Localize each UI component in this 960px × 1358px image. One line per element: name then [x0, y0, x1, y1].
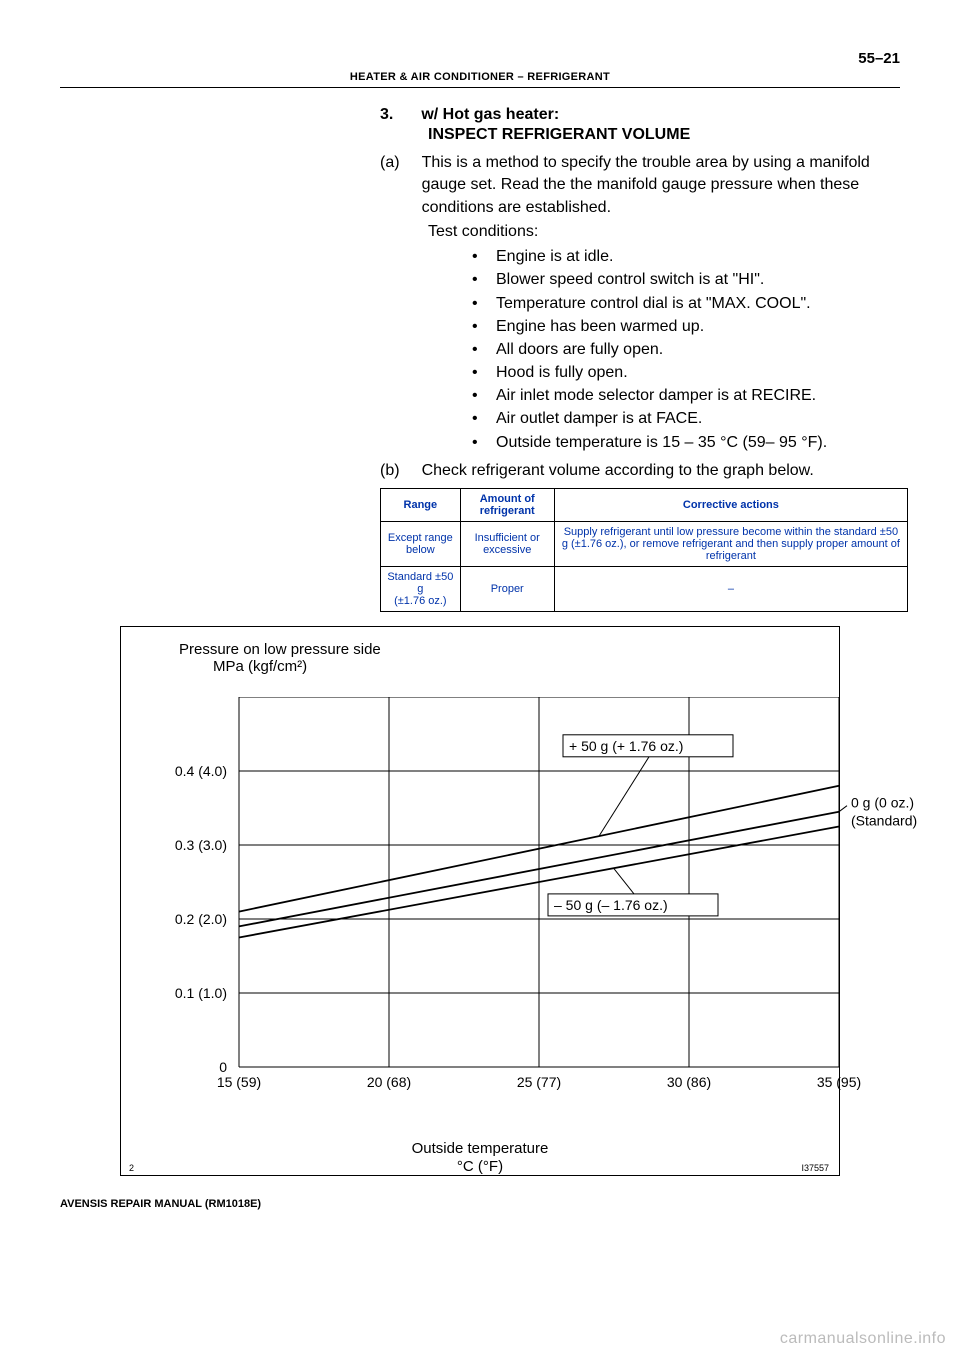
- svg-text:0.2 (2.0): 0.2 (2.0): [175, 911, 227, 927]
- substep-b: (b) Check refrigerant volume according t…: [380, 460, 900, 482]
- test-conditions-label: Test conditions:: [428, 223, 900, 241]
- table-cell: Except range below: [381, 522, 461, 567]
- bullet-item: Air inlet mode selector damper is at REC…: [472, 384, 900, 407]
- svg-text:– 50 g (– 1.76 oz.): – 50 g (– 1.76 oz.): [554, 897, 668, 913]
- bullet-item: Blower speed control switch is at "HI".: [472, 268, 900, 291]
- step-condition: w/ Hot gas heater:: [421, 106, 559, 124]
- svg-text:30 (86): 30 (86): [667, 1074, 711, 1090]
- page-container: 55–21 HEATER & AIR CONDITIONER – REFRIGE…: [0, 0, 960, 1196]
- step-number: 3.: [380, 106, 393, 124]
- svg-text:0.4 (4.0): 0.4 (4.0): [175, 763, 227, 779]
- substep-b-body: Check refrigerant volume according to th…: [422, 460, 900, 482]
- svg-text:20 (68): 20 (68): [367, 1074, 411, 1090]
- step-title: INSPECT REFRIGERANT VOLUME: [428, 126, 900, 144]
- table-cell: Standard ±50 g (±1.76 oz.): [381, 567, 461, 612]
- chart-x-unit: °C (°F): [121, 1158, 839, 1175]
- bullet-item: Air outlet damper is at FACE.: [472, 407, 900, 430]
- svg-text:0 g (0 oz.): 0 g (0 oz.): [851, 795, 914, 811]
- table-cell: Proper: [460, 567, 554, 612]
- chart-id-left: 2: [129, 1163, 134, 1173]
- bullet-item: Outside temperature is 15 – 35 °C (59– 9…: [472, 431, 900, 454]
- chart-y-title: Pressure on low pressure side: [179, 641, 821, 658]
- chart-svg: 0 0.1 (1.0) 0.2 (2.0) 0.3 (3.0) 0.4 (4.0) 15 …: [139, 697, 939, 1127]
- bullet-item: All doors are fully open.: [472, 338, 900, 361]
- table-header: Range: [381, 489, 461, 522]
- substep-a-body: This is a method to specify the trouble …: [422, 152, 900, 219]
- svg-text:15 (59): 15 (59): [217, 1074, 261, 1090]
- bullet-item: Hood is fully open.: [472, 361, 900, 384]
- bullet-list: Engine is at idle.Blower speed control s…: [472, 245, 900, 454]
- chart-x-label: Outside temperature: [121, 1140, 839, 1157]
- substep-a: (a) This is a method to specify the trou…: [380, 152, 900, 219]
- page-number: 55–21: [60, 50, 900, 67]
- chart-y-unit: MPa (kgf/cm²): [213, 658, 821, 675]
- svg-text:0.3 (3.0): 0.3 (3.0): [175, 837, 227, 853]
- svg-text:(Standard): (Standard): [851, 813, 917, 829]
- table-cell: Supply refrigerant until low pressure be…: [554, 522, 907, 567]
- table-header: Corrective actions: [554, 489, 907, 522]
- chart-id-right: I37557: [801, 1163, 829, 1173]
- svg-text:0.1 (1.0): 0.1 (1.0): [175, 985, 227, 1001]
- bullet-item: Engine has been warmed up.: [472, 315, 900, 338]
- substep-b-label: (b): [380, 460, 400, 482]
- substep-a-label: (a): [380, 152, 400, 219]
- table-cell: –: [554, 567, 907, 612]
- table-header: Amount of refrigerant: [460, 489, 554, 522]
- manual-footer: AVENSIS REPAIR MANUAL (RM1018E): [60, 1198, 960, 1210]
- step-line: 3. w/ Hot gas heater:: [380, 106, 900, 124]
- svg-text:35 (95): 35 (95): [817, 1074, 861, 1090]
- watermark: carmanualsonline.info: [780, 1330, 946, 1348]
- table-row: Except range belowInsufficient or excess…: [381, 522, 908, 567]
- svg-text:0: 0: [219, 1059, 227, 1075]
- bullet-item: Engine is at idle.: [472, 245, 900, 268]
- table-row: Standard ±50 g (±1.76 oz.)Proper–: [381, 567, 908, 612]
- refrigerant-table: RangeAmount of refrigerantCorrective act…: [380, 488, 908, 612]
- section-header: HEATER & AIR CONDITIONER – REFRIGERANT: [60, 71, 900, 88]
- main-content: 3. w/ Hot gas heater: INSPECT REFRIGERAN…: [380, 106, 900, 482]
- svg-text:25 (77): 25 (77): [517, 1074, 561, 1090]
- bullet-item: Temperature control dial is at "MAX. COO…: [472, 292, 900, 315]
- table-cell: Insufficient or excessive: [460, 522, 554, 567]
- svg-text:+ 50 g (+ 1.76 oz.): + 50 g (+ 1.76 oz.): [569, 738, 683, 754]
- chart-container: Pressure on low pressure side MPa (kgf/c…: [120, 626, 840, 1176]
